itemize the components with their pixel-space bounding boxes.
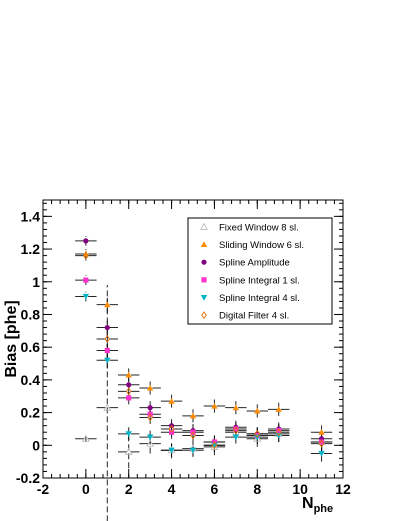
point-spline-integral-1-sl: [126, 395, 132, 401]
y-tick-label: -0.2: [16, 470, 40, 486]
point-fixed-window-8-sl: [146, 439, 155, 447]
x-tick-label: 8: [253, 481, 261, 497]
x-axis-title-subscript: phe: [314, 503, 334, 515]
point-spline-amplitude: [147, 405, 153, 411]
x-tick-label: 10: [292, 481, 308, 497]
x-tick-label: 0: [82, 481, 90, 497]
axes: -2 0 2 4 6 8 10 12 -0.2 0 0.2 0.4 0.6 0.8 1 1.2 1.4: [16, 200, 351, 497]
y-axis-title: Bias [phe]: [3, 300, 20, 377]
y-tick-label: 0.8: [21, 306, 41, 322]
legend-marker-spline-integral-1-sl: [201, 277, 207, 283]
legend-label-spline-amplitude: Spline Amplitude: [219, 258, 290, 269]
point-digital-filter-4-sl: [190, 431, 196, 440]
point-spline-integral-4-sl: [318, 450, 325, 457]
point-spline-integral-1-sl: [104, 347, 110, 354]
point-spline-integral-1-sl: [83, 277, 89, 283]
x-tick-label: 2: [125, 481, 133, 497]
y-tick-label: 0.2: [21, 405, 41, 421]
point-digital-filter-4-sl: [168, 424, 175, 433]
point-sliding-window-6-sl: [254, 407, 261, 414]
legend-label-sliding-window-6-sl: Sliding Window 6 sl.: [219, 240, 304, 251]
point-sliding-window-6-sl: [189, 412, 197, 419]
y-tick-label: 0.6: [21, 339, 41, 355]
legend-marker-fixed-window-8-sl: [200, 222, 208, 230]
legend-label-fixed-window-8-sl: Fixed Window 8 sl.: [219, 222, 299, 233]
legend-box: [187, 217, 333, 325]
legend-label-spline-integral-4-sl: Spline Integral 4 sl.: [219, 293, 300, 304]
point-sliding-window-6-sl: [275, 406, 282, 412]
point-digital-filter-4-sl: [125, 387, 132, 396]
legend-marker-sliding-window-6-sl: [200, 241, 208, 248]
point-spline-integral-4-sl: [232, 434, 240, 441]
point-sliding-window-6-sl: [104, 301, 111, 308]
point-spline-integral-4-sl: [82, 293, 90, 300]
point-spline-amplitude: [83, 238, 89, 244]
point-spline-integral-1-sl: [233, 426, 239, 432]
point-sliding-window-6-sl: [146, 384, 154, 391]
point-digital-filter-4-sl: [318, 439, 325, 448]
point-spline-integral-4-sl: [104, 357, 111, 364]
x-tick-label: 4: [168, 481, 176, 497]
point-fixed-window-8-sl: [103, 403, 112, 411]
data-markers: [81, 238, 326, 457]
y-tick-label: 1.2: [21, 241, 41, 257]
point-spline-integral-4-sl: [168, 447, 175, 454]
y-tick-label: 1: [32, 274, 40, 290]
point-sliding-window-6-sl: [318, 429, 325, 435]
point-spline-integral-1-sl: [318, 439, 325, 445]
point-sliding-window-6-sl: [232, 404, 240, 411]
point-spline-integral-4-sl: [125, 431, 132, 438]
point-fixed-window-8-sl: [253, 434, 262, 442]
point-digital-filter-4-sl: [104, 335, 111, 343]
x-tick-label: 6: [211, 481, 219, 497]
point-sliding-window-6-sl: [211, 402, 218, 409]
point-sliding-window-6-sl: [168, 397, 175, 404]
y-tick-label: 0.4: [21, 372, 41, 388]
x-tick-label: -2: [37, 481, 50, 497]
x-axis-title-main: N: [302, 495, 314, 512]
point-digital-filter-4-sl: [233, 426, 239, 435]
legend-marker-spline-amplitude: [201, 259, 207, 265]
point-spline-amplitude: [126, 382, 132, 388]
x-tick-label: 12: [335, 481, 351, 497]
point-digital-filter-4-sl: [254, 429, 261, 438]
plot-frame: [42, 199, 344, 479]
point-digital-filter-4-sl: [275, 428, 282, 437]
point-digital-filter-4-sl: [83, 251, 89, 260]
point-spline-integral-4-sl: [146, 434, 154, 441]
legend-label-spline-integral-1-sl: Spline Integral 1 sl.: [219, 275, 300, 286]
y-tick-label: 1.4: [21, 208, 41, 224]
point-spline-amplitude: [104, 324, 110, 331]
legend-marker-spline-integral-4-sl: [200, 294, 208, 301]
legend-marker-digital-filter-4-sl: [201, 311, 207, 320]
legend-label-digital-filter-4-sl: Digital Filter 4 sl.: [219, 311, 289, 322]
point-fixed-window-8-sl: [124, 447, 133, 455]
point-fixed-window-8-sl: [81, 434, 90, 442]
point-spline-integral-4-sl: [189, 447, 197, 454]
y-tick-label: 0: [32, 437, 40, 453]
legend: Fixed Window 8 sl. Sliding Window 6 sl. Sp…: [187, 217, 333, 325]
point-digital-filter-4-sl: [147, 413, 153, 422]
point-spline-integral-1-sl: [276, 427, 282, 434]
x-axis-title: Nphe: [302, 495, 333, 515]
point-digital-filter-4-sl: [211, 441, 218, 450]
point-sliding-window-6-sl: [125, 371, 132, 378]
